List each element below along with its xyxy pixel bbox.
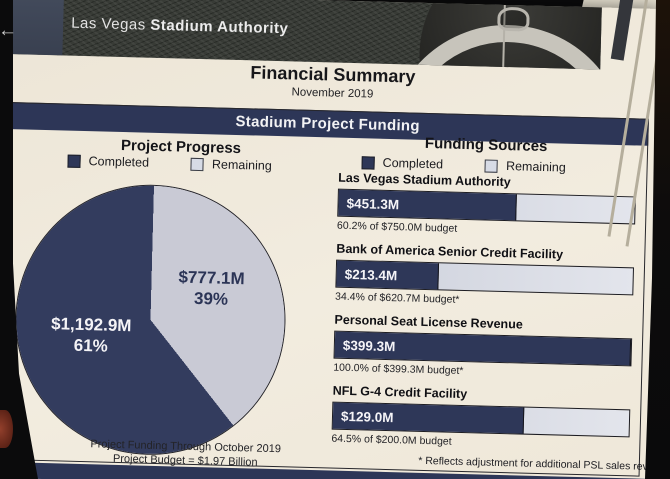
pie-slice-remaining-label: $777.1M 39% bbox=[178, 267, 245, 310]
back-arrow-icon[interactable]: ← bbox=[0, 20, 17, 41]
finger-smudge bbox=[0, 410, 13, 448]
bar-fill: $213.4M bbox=[336, 260, 439, 290]
legend-label-completed: Completed bbox=[382, 155, 444, 172]
brand-light: Las Vegas bbox=[70, 14, 146, 34]
legend-label-completed: Completed bbox=[88, 154, 150, 170]
legend-label-remaining: Remaining bbox=[211, 157, 272, 173]
funding-bar: $399.3M bbox=[333, 330, 633, 367]
funding-items: Las Vegas Stadium Authority $451.3M 60.2… bbox=[331, 171, 636, 463]
legend-label-remaining: Remaining bbox=[505, 159, 566, 175]
funding-bar: $129.0M bbox=[331, 401, 631, 438]
funding-item: NFL G-4 Credit Facility $129.0M 64.5% of… bbox=[331, 384, 631, 454]
legend-swatch-completed bbox=[67, 154, 81, 168]
pie-slice-completed-label: $1,192.9M 61% bbox=[50, 314, 132, 356]
legend-swatch-remaining bbox=[190, 157, 205, 171]
brand-bold: Stadium Authority bbox=[150, 16, 289, 38]
funding-item: Personal Seat License Revenue $399.3M 10… bbox=[333, 313, 633, 383]
legend-swatch-completed bbox=[361, 155, 375, 170]
funding-item: Las Vegas Stadium Authority $451.3M 60.2… bbox=[337, 171, 637, 241]
bar-amount-label: $213.4M bbox=[344, 266, 398, 283]
ball-logo-icon bbox=[497, 6, 530, 32]
funding-bar: $213.4M bbox=[335, 259, 635, 296]
bar-amount-label: $399.3M bbox=[342, 337, 396, 354]
bar-fill: $399.3M bbox=[334, 331, 632, 366]
bar-fill: $451.3M bbox=[338, 189, 518, 221]
banner-title: Las Vegas Stadium Authority bbox=[71, 15, 289, 38]
bar-amount-label: $129.0M bbox=[340, 408, 394, 425]
funding-bar: $451.3M bbox=[337, 188, 636, 225]
bar-amount-label: $451.3M bbox=[346, 195, 400, 212]
legend-swatch-remaining bbox=[484, 158, 499, 173]
funding-item: Bank of America Senior Credit Facility $… bbox=[335, 242, 635, 312]
bar-fill: $129.0M bbox=[332, 402, 525, 434]
